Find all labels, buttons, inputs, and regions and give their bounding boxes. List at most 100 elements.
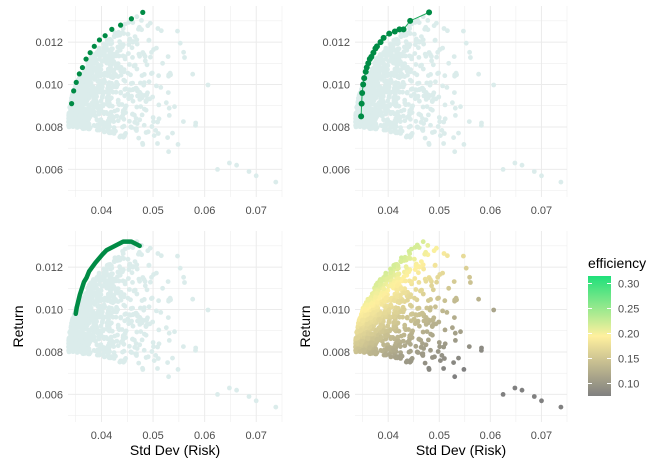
frontier-point — [117, 22, 124, 28]
portfolio-point — [403, 53, 408, 59]
axes: 0.04 0.05 0.06 0.07 0.012 0.010 0.008 0.… — [35, 37, 266, 217]
portfolio-point — [118, 358, 124, 364]
portfolio-point — [404, 90, 410, 96]
x-tick-label: 0.06 — [480, 205, 501, 217]
portfolio-point — [113, 73, 118, 79]
portfolio-point — [166, 338, 172, 343]
portfolio-point — [374, 112, 380, 117]
portfolio-point — [82, 340, 88, 346]
x-tick-label: 0.04 — [377, 430, 398, 442]
portfolio-point — [404, 45, 410, 50]
portfolio-point — [112, 259, 117, 265]
portfolio-point — [434, 20, 439, 26]
portfolio-point — [156, 102, 162, 108]
portfolio-point — [384, 276, 390, 282]
portfolio-point — [453, 113, 458, 118]
portfolio-point — [413, 62, 419, 67]
portfolio-point — [391, 324, 397, 330]
portfolio-point — [402, 97, 408, 103]
portfolio-point — [426, 112, 431, 118]
portfolio-point — [378, 53, 384, 59]
portfolio-point — [102, 283, 108, 289]
portfolio-point — [87, 291, 93, 296]
portfolio-point — [122, 318, 128, 324]
portfolio-point — [138, 104, 144, 109]
portfolio-point — [95, 310, 101, 316]
portfolio-point — [424, 104, 430, 109]
portfolio-point — [151, 133, 157, 139]
portfolio-point — [109, 275, 115, 281]
portfolio-point — [125, 31, 131, 37]
portfolio-point — [82, 331, 88, 337]
portfolio-point — [105, 314, 110, 319]
portfolio-point — [165, 135, 171, 141]
portfolio-point — [151, 358, 157, 363]
portfolio-point — [442, 102, 448, 108]
portfolio-point — [414, 17, 420, 23]
portfolio-point — [182, 55, 187, 60]
x-tick-label: 0.06 — [480, 430, 501, 442]
portfolio-point — [418, 288, 423, 294]
frontier-point — [359, 90, 366, 97]
portfolio-point — [117, 39, 122, 45]
portfolio-point — [92, 278, 97, 284]
x-tick-label: 0.07 — [246, 205, 267, 217]
portfolio-point — [436, 340, 442, 345]
portfolio-point — [453, 70, 459, 76]
portfolio-point — [369, 115, 375, 121]
portfolio-point — [558, 404, 564, 410]
portfolio-point — [246, 394, 252, 399]
portfolio-point — [369, 331, 375, 337]
portfolio-point — [130, 280, 135, 285]
portfolio-point — [118, 72, 124, 78]
frontier-point — [128, 16, 135, 22]
portfolio-point — [108, 299, 114, 305]
portfolio-point — [395, 320, 401, 326]
portfolio-point — [395, 275, 401, 281]
portfolio-point — [158, 253, 164, 259]
portfolio-point — [376, 87, 382, 92]
portfolio-point — [476, 296, 481, 302]
portfolio-point — [165, 90, 171, 95]
y-tick-label: 0.006 — [322, 389, 350, 401]
portfolio-point — [155, 119, 161, 125]
frontier-point — [386, 30, 393, 37]
x-tick-label: 0.04 — [91, 205, 112, 217]
portfolio-point — [119, 30, 125, 36]
portfolio-point — [463, 40, 469, 46]
portfolio-point — [386, 82, 391, 88]
portfolio-point — [441, 141, 446, 146]
portfolio-point — [146, 79, 152, 85]
portfolio-point — [402, 322, 408, 328]
portfolio-point — [466, 119, 472, 124]
portfolio-point — [400, 338, 406, 344]
portfolio-point — [115, 65, 121, 71]
legend-tick-label: 0.20 — [618, 329, 639, 341]
portfolio-point — [440, 83, 445, 89]
portfolio-point — [408, 108, 414, 114]
portfolio-point — [432, 263, 438, 268]
portfolio-point — [440, 270, 445, 276]
portfolio-point — [121, 341, 127, 347]
portfolio-point — [401, 49, 407, 54]
portfolio-point — [446, 285, 452, 291]
portfolio-point — [109, 38, 114, 43]
portfolio-point — [456, 130, 461, 136]
portfolio-point — [146, 304, 152, 310]
portfolio-point — [397, 342, 402, 348]
portfolio-point — [421, 266, 426, 272]
portfolio-point — [177, 265, 183, 271]
portfolio-point — [415, 350, 421, 355]
portfolio-point — [413, 343, 419, 349]
portfolio-point — [452, 374, 458, 380]
portfolio-point — [134, 291, 140, 297]
portfolio-point — [367, 120, 372, 126]
portfolio-point — [163, 325, 169, 331]
portfolio-point — [355, 341, 360, 346]
portfolio-point — [403, 264, 409, 270]
portfolio-point — [148, 279, 153, 285]
x-axis-title: Std Dev (Risk) — [130, 442, 220, 458]
portfolio-point — [395, 271, 401, 277]
portfolio-point — [96, 272, 102, 278]
portfolio-point — [531, 169, 537, 174]
